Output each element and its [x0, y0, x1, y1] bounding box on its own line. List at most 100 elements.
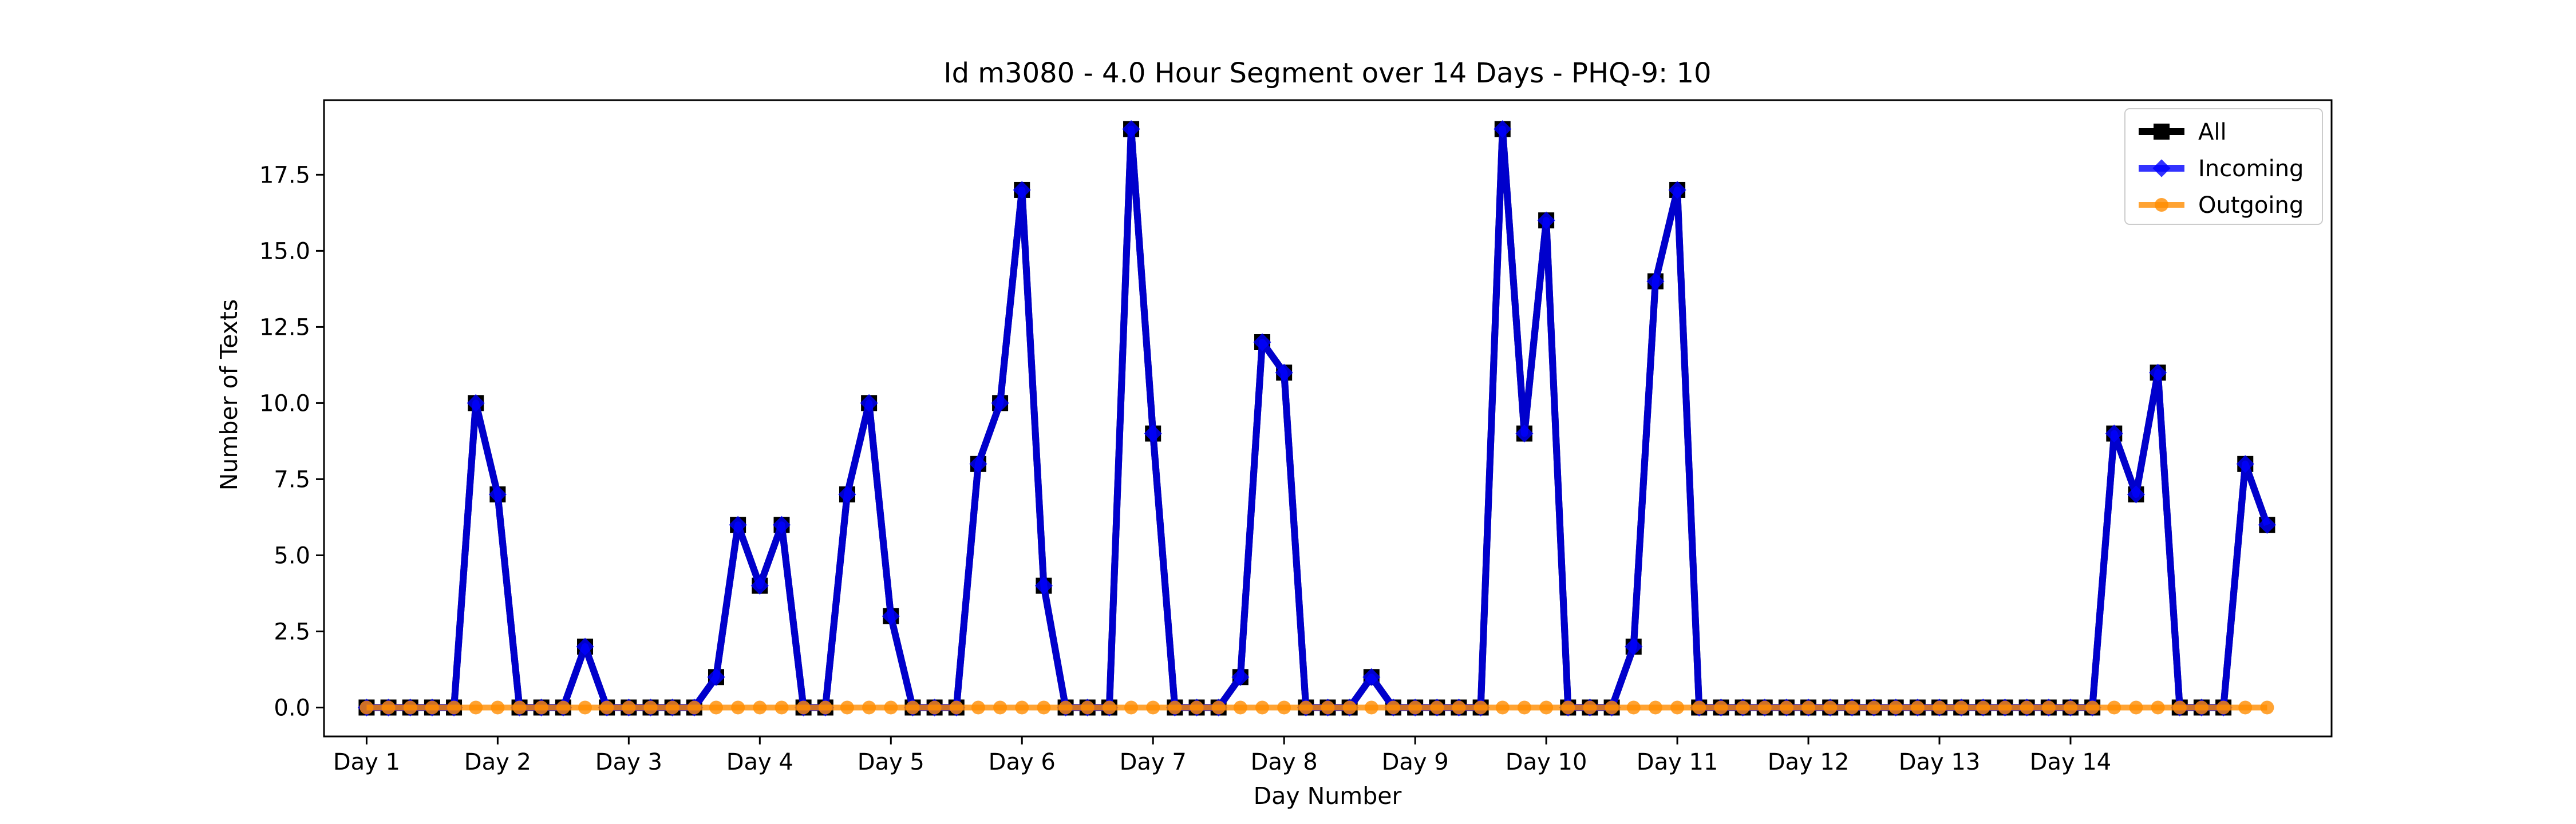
x-tick-label: Day 12	[1768, 749, 1850, 775]
data-point	[1253, 333, 1271, 351]
data-point	[1515, 425, 1534, 443]
legend: All Incoming Outgoing	[2124, 108, 2323, 225]
data-point	[1342, 700, 1357, 715]
data-point	[1124, 700, 1139, 715]
data-point	[2172, 700, 2187, 715]
legend-entry: Outgoing	[2139, 192, 2304, 219]
data-point	[1277, 700, 1291, 715]
data-point	[447, 700, 461, 715]
data-point	[665, 700, 679, 715]
x-tick-label: Day 13	[1899, 749, 1981, 775]
y-tick-label: 5.0	[274, 542, 310, 569]
data-point	[2258, 516, 2277, 534]
data-point	[1714, 700, 1728, 715]
data-point	[1692, 700, 1706, 715]
data-point	[884, 700, 898, 715]
data-point	[578, 700, 592, 715]
legend-marker	[2154, 124, 2170, 140]
legend-label: Outgoing	[2198, 192, 2304, 219]
data-point	[1473, 700, 1488, 715]
data-point	[1779, 700, 1793, 715]
data-point	[2127, 485, 2146, 504]
y-tick-label: 7.5	[274, 466, 310, 493]
data-point	[2085, 700, 2100, 715]
data-point	[381, 700, 396, 715]
data-point	[949, 700, 963, 715]
legend-label: All	[2198, 119, 2227, 145]
data-point	[1233, 700, 1247, 715]
data-point	[1757, 700, 1772, 715]
plot-area-frame	[323, 99, 2333, 738]
data-point	[1408, 700, 1423, 715]
data-point	[2063, 700, 2077, 715]
data-point	[1168, 700, 1182, 715]
data-point	[534, 700, 548, 715]
data-point	[1561, 700, 1575, 715]
data-point	[425, 700, 439, 715]
x-tick-label: Day 4	[726, 749, 793, 775]
data-point	[772, 516, 791, 534]
data-point	[1255, 700, 1270, 715]
data-point	[1364, 700, 1378, 715]
data-point	[469, 700, 483, 715]
data-point	[403, 700, 417, 715]
data-point	[882, 607, 900, 625]
data-point	[860, 394, 878, 412]
x-tick-label: Day 9	[1382, 749, 1449, 775]
data-point	[576, 637, 594, 656]
data-point	[927, 700, 942, 715]
data-point	[1517, 700, 1531, 715]
data-point	[1190, 700, 1204, 715]
data-point	[1625, 637, 1643, 656]
data-point	[2151, 700, 2165, 715]
legend-marker	[2155, 198, 2168, 212]
data-point	[1668, 181, 1686, 199]
legend-entry: Incoming	[2139, 156, 2304, 182]
x-tick-label: Day 14	[2030, 749, 2112, 775]
data-point	[1058, 700, 1073, 715]
data-point	[1933, 700, 1947, 715]
data-point	[1801, 700, 1816, 715]
data-point	[1845, 700, 1859, 715]
data-point	[600, 700, 614, 715]
data-point	[1386, 700, 1400, 715]
x-tick-label: Day 3	[595, 749, 662, 775]
data-point	[1430, 700, 1444, 715]
data-point	[1452, 700, 1466, 715]
y-tick-label: 17.5	[259, 162, 310, 188]
x-tick-label: Day 8	[1251, 749, 1318, 775]
data-point	[1537, 211, 1555, 229]
data-point	[359, 700, 374, 715]
x-axis-label: Day Number	[1254, 782, 1402, 810]
data-point	[729, 516, 747, 534]
data-point	[1736, 700, 1750, 715]
data-point	[1037, 700, 1051, 715]
data-point	[1080, 700, 1095, 715]
data-point	[731, 700, 745, 715]
data-point	[488, 485, 507, 504]
data-point	[709, 700, 723, 715]
data-point	[1144, 425, 1162, 443]
data-point	[753, 700, 767, 715]
data-point	[993, 700, 1008, 715]
y-tick-label: 2.5	[274, 619, 310, 645]
x-tick-label: Day 10	[1506, 749, 1587, 775]
data-point	[467, 394, 485, 412]
data-point	[818, 700, 832, 715]
data-point	[1888, 700, 1903, 715]
y-tick-label: 10.0	[259, 390, 310, 417]
legend-box	[2124, 108, 2323, 225]
axis-ticks: Day 1 Day 2 Day 3 Day 4 Day 5 Day 6 Day 7 Day 8…	[259, 162, 2111, 775]
y-tick-label: 0.0	[274, 695, 310, 721]
data-point	[1275, 363, 1293, 382]
data-point	[1823, 700, 1838, 715]
chart-title: Id m3080 - 4.0 Hour Segment over 14 Days…	[943, 57, 1711, 89]
y-axis-label: Number of Texts	[215, 299, 243, 491]
data-point	[1583, 700, 1597, 715]
data-point	[1998, 700, 2012, 715]
x-tick-label: Day 7	[1120, 749, 1187, 775]
data-point	[1034, 577, 1053, 595]
data-point	[2129, 700, 2143, 715]
plot-series	[357, 120, 2277, 717]
